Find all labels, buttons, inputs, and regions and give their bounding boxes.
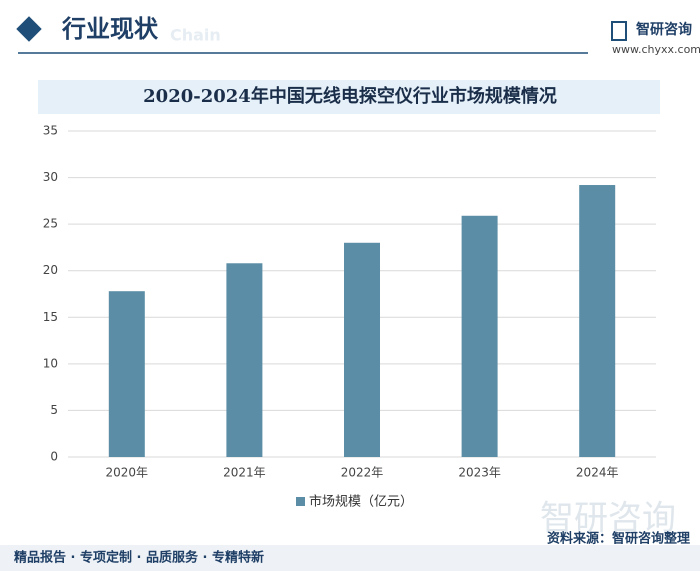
chart-title: 2020-2024年中国无线电探空仪行业市场规模情况 xyxy=(143,85,557,107)
source: 资料来源：智研咨询整理 xyxy=(547,531,690,547)
logo: 智研咨询 xyxy=(635,21,692,38)
section-title: 行业现状 xyxy=(61,15,159,43)
logo-url: www.chyxx.com xyxy=(612,43,700,56)
legend-swatch xyxy=(296,497,305,506)
x-tick-label: 2023年 xyxy=(458,466,501,480)
bar xyxy=(344,242,380,457)
x-tick-label: 2020年 xyxy=(106,466,149,480)
header-watermark: Chain xyxy=(170,26,221,45)
y-tick-label: 30 xyxy=(43,170,58,184)
y-tick-label: 0 xyxy=(50,450,58,464)
y-tick-label: 10 xyxy=(43,356,58,370)
x-tick-label: 2022年 xyxy=(341,466,384,480)
footer-slogan: 精品报告 · 专项定制 · 品质服务 · 专精特新 xyxy=(14,550,264,566)
footer-band xyxy=(0,545,700,571)
y-tick-label: 35 xyxy=(43,124,58,138)
footer-watermark: 智研咨询 xyxy=(540,499,676,539)
bar xyxy=(461,215,498,457)
bar xyxy=(579,185,616,457)
y-tick-label: 25 xyxy=(43,217,58,231)
bar xyxy=(108,291,145,457)
y-tick-label: 15 xyxy=(43,310,58,324)
y-tick-label: 20 xyxy=(43,263,58,277)
x-tick-label: 2024年 xyxy=(576,466,619,480)
logo-icon xyxy=(611,21,627,41)
plot: 0 5 10 15 20 25 30 35 2020年 2021年 2022年 2023年 2024年市… xyxy=(43,124,656,510)
legend-label: 市场规模（亿元） xyxy=(309,494,413,510)
title-band xyxy=(38,80,660,114)
bar xyxy=(226,263,263,457)
section-icon xyxy=(16,16,42,42)
x-tick-label: 2021年 xyxy=(223,466,266,480)
y-tick-label: 5 xyxy=(50,403,58,417)
